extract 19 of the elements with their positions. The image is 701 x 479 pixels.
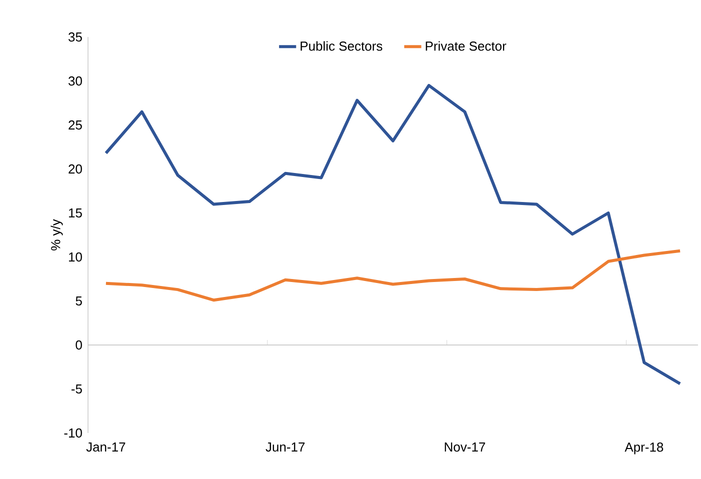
legend-label: Public Sectors [300,41,382,51]
x-tick-label: Jun-17 [266,442,305,452]
x-tick-label: Nov-17 [444,442,486,452]
legend-label: Private Sector [426,41,506,51]
y-tick-label: 15 [68,208,82,218]
y-tick-label: 30 [68,76,82,86]
line-series [104,84,682,386]
y-tick-label: 25 [68,120,82,130]
x-tick-label: Jan-17 [86,442,126,452]
y-tick-label: 5 [76,296,82,306]
y-tick-label: -5 [71,384,82,394]
y-axis-title: % y/y [50,219,63,250]
y-tick-label: 0 [76,340,82,350]
x-tick-label: Apr-18 [624,442,664,454]
y-tick-label: -10 [64,428,82,438]
y-tick-label: 35 [68,32,82,42]
y-tick-label: 20 [68,164,82,174]
y-tick-label: 10 [68,252,82,262]
line-series [104,249,682,302]
